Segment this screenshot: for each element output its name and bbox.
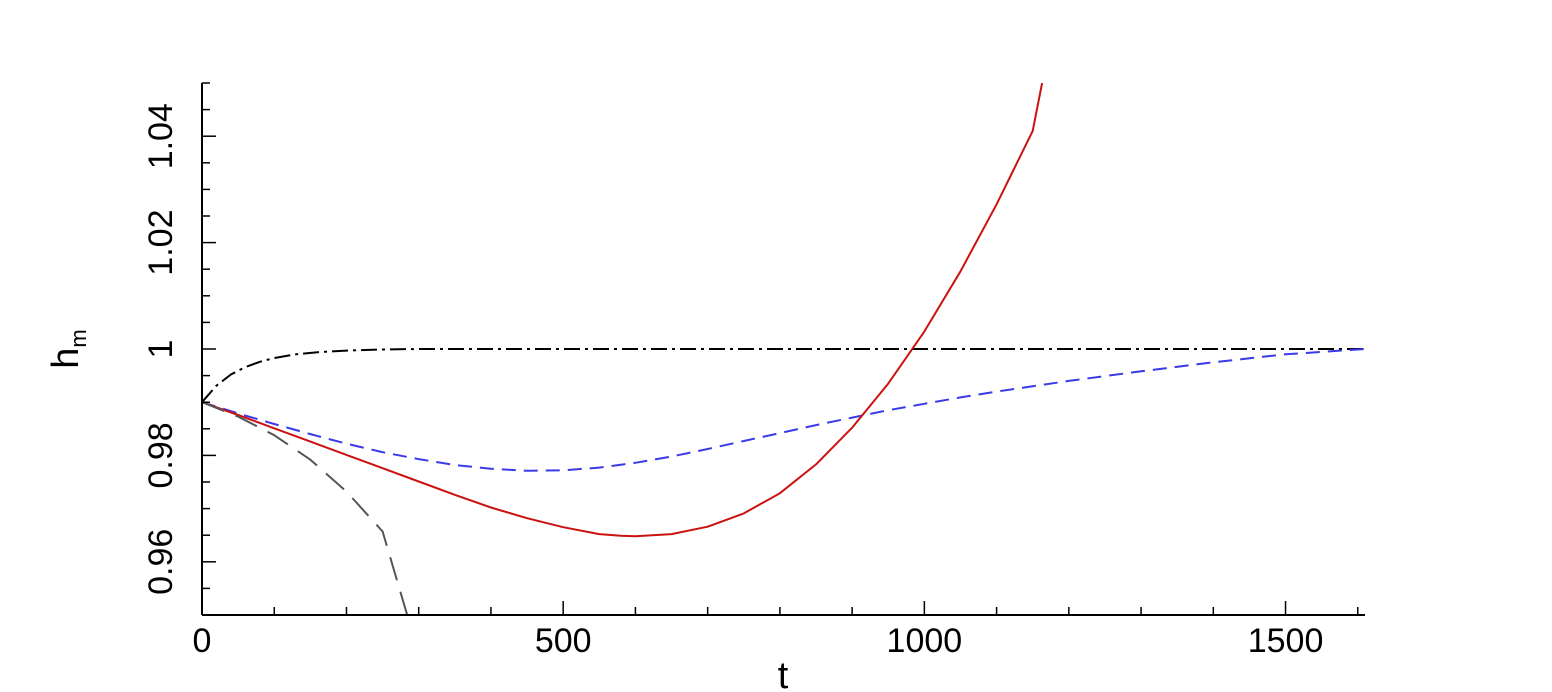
y-axis-title-sub: m: [66, 329, 91, 347]
y-axis-title: hm: [45, 329, 91, 368]
series-line-4: [202, 401, 409, 615]
series-line-3: [202, 83, 1044, 538]
x-tick-label: 1500: [1248, 622, 1324, 660]
x-tick-label: 0: [193, 622, 212, 660]
y-axis-title-base: h: [45, 348, 87, 369]
y-tick-label: 0.98: [142, 422, 180, 488]
y-tick-label: 1.04: [142, 103, 180, 169]
axes-layer: 0 500 1000 1500 0.96 0.98 1 1.02 1.04: [142, 82, 1365, 660]
y-tick-label: 1: [142, 340, 180, 359]
x-tick-label: 500: [535, 622, 592, 660]
y-tick-label: 0.96: [142, 529, 180, 595]
labels-layer: t hm: [45, 329, 789, 692]
y-tick-label: 1.02: [142, 210, 180, 276]
series-line-1: [202, 348, 1365, 403]
x-axis-title: t: [778, 655, 789, 692]
series-layer: [202, 83, 1365, 615]
x-tick-label: 1000: [887, 622, 963, 660]
series-line-2: [202, 348, 1365, 472]
